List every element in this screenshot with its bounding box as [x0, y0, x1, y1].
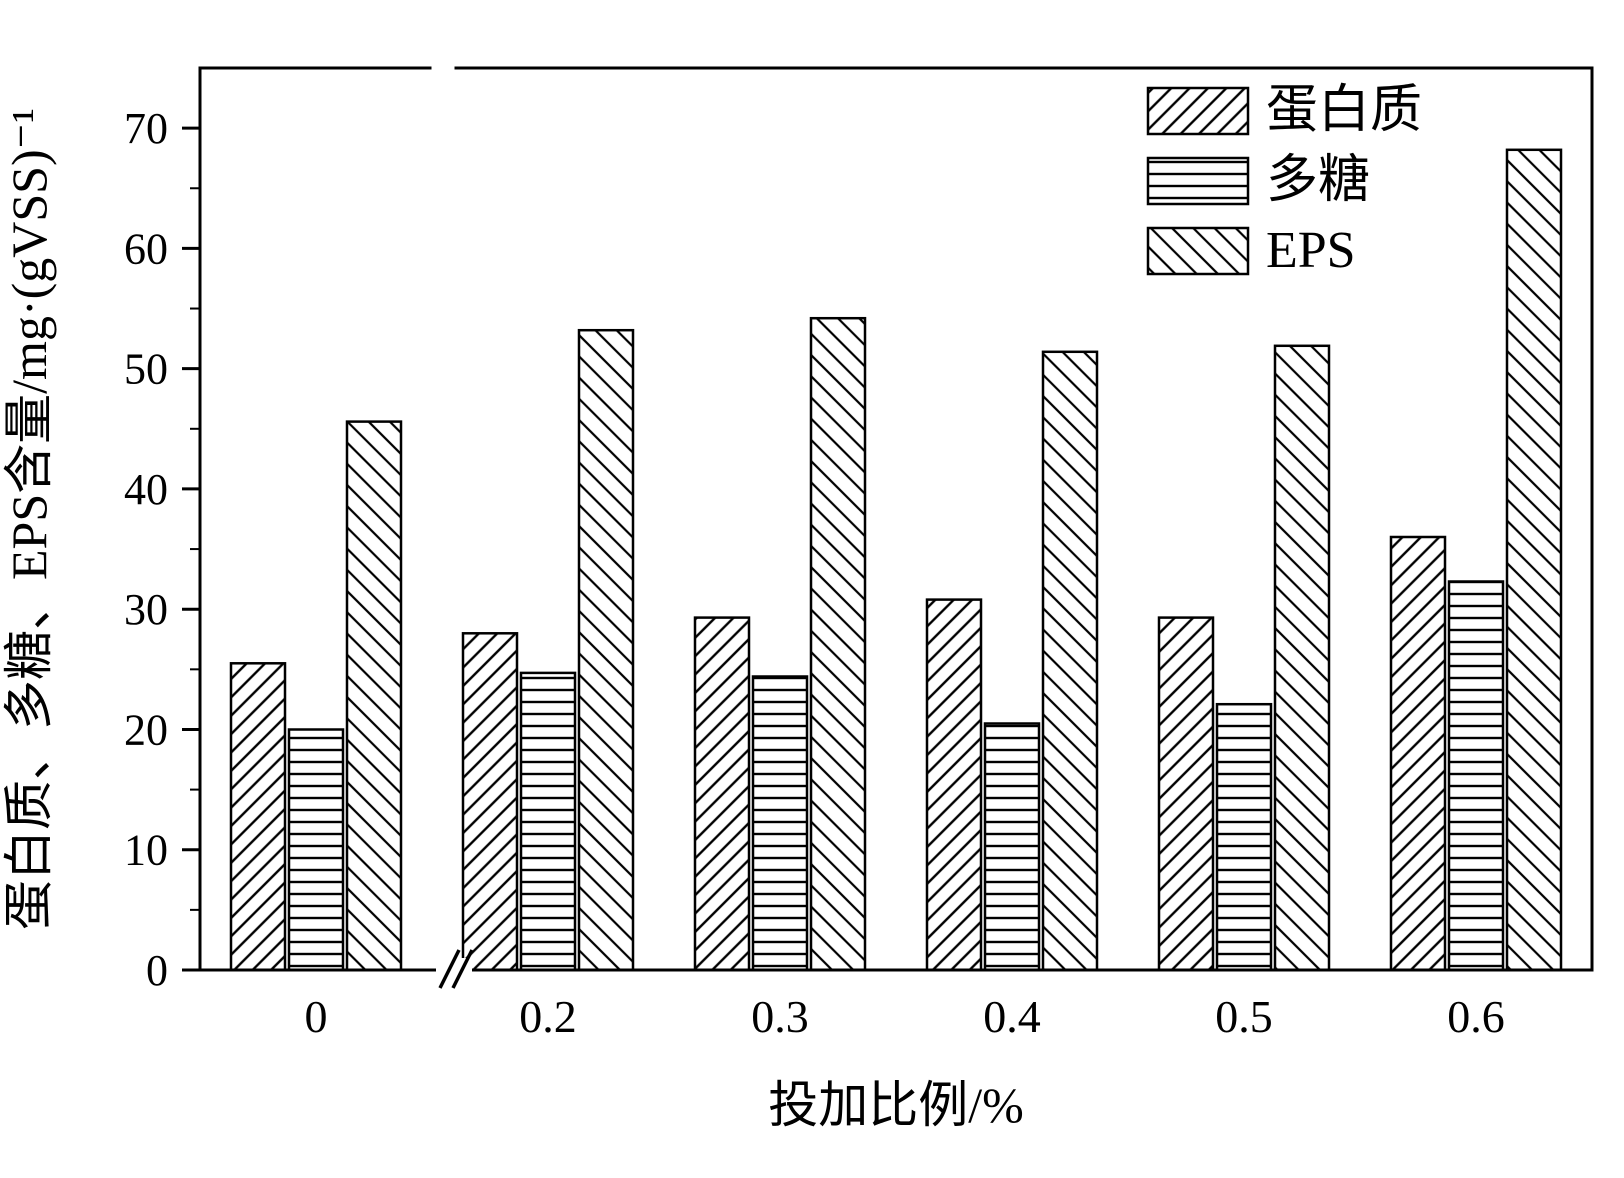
- x-category-label: 0.6: [1447, 991, 1505, 1042]
- bar-多糖-0.4: [983, 722, 1041, 972]
- bar-蛋白质-0.6: [1389, 535, 1447, 972]
- legend-swatch-eps: [1146, 226, 1250, 276]
- legend-swatch-polysaccharide: [1146, 156, 1250, 206]
- x-category-label: 0.3: [751, 991, 809, 1042]
- legend: 蛋白质 多糖 EPS: [1146, 82, 1422, 279]
- legend-swatch-protein: [1146, 86, 1250, 136]
- x-axis-break-icon: [436, 949, 474, 989]
- y-tick-label: 10: [124, 826, 168, 875]
- bar-多糖-0.2: [519, 671, 577, 972]
- axis-break-slash: [451, 949, 474, 989]
- x-axis-title: 投加比例/%: [768, 1077, 1024, 1133]
- bar-EPS-0.3: [809, 316, 867, 972]
- y-axis-ticks: 0 10 20 30 40 50 60 70: [124, 104, 200, 995]
- y-tick-label: 20: [124, 705, 168, 754]
- legend-label-eps: EPS: [1266, 222, 1356, 279]
- y-tick-label: 70: [124, 104, 168, 153]
- x-category-label: 0.2: [519, 991, 577, 1042]
- legend-label-polysaccharide: 多糖: [1266, 152, 1370, 209]
- legend-item-protein: 蛋白质: [1146, 82, 1422, 139]
- x-category-label: 0.4: [983, 991, 1041, 1042]
- axis-break-slash: [438, 949, 461, 989]
- bar-EPS-0.2: [577, 328, 635, 972]
- bar-多糖-0: [287, 728, 345, 972]
- y-tick-label: 40: [124, 465, 168, 514]
- bar-蛋白质-0: [229, 662, 287, 972]
- bar-EPS-0.4: [1041, 350, 1099, 972]
- y-tick-label: 50: [124, 345, 168, 394]
- bars: [229, 148, 1563, 972]
- y-tick-label: 0: [146, 946, 168, 995]
- bar-多糖-0.6: [1447, 580, 1505, 972]
- bar-蛋白质-0.2: [461, 632, 519, 972]
- y-tick-label: 60: [124, 224, 168, 273]
- bar-蛋白质-0.5: [1157, 616, 1215, 972]
- bar-EPS-0.6: [1505, 148, 1563, 972]
- bar-EPS-0.5: [1273, 344, 1331, 972]
- x-category-label: 0: [305, 991, 328, 1042]
- bar-多糖-0.3: [751, 675, 809, 972]
- y-tick-label: 30: [124, 585, 168, 634]
- legend-item-eps: EPS: [1146, 222, 1356, 279]
- bar-EPS-0: [345, 420, 403, 972]
- legend-label-protein: 蛋白质: [1266, 82, 1422, 139]
- legend-item-polysaccharide: 多糖: [1146, 152, 1370, 209]
- y-axis-title: 蛋白质、多糖、EPS含量/mg·(gVSS)⁻¹: [1, 108, 57, 930]
- axes-frame: [198, 66, 1594, 972]
- bar-蛋白质-0.4: [925, 598, 983, 972]
- bar-多糖-0.5: [1215, 702, 1273, 972]
- bar-蛋白质-0.3: [693, 616, 751, 972]
- x-category-label: 0.5: [1215, 991, 1273, 1042]
- x-axis-labels: 0 0.2 0.3 0.4 0.5 0.6: [305, 991, 1505, 1042]
